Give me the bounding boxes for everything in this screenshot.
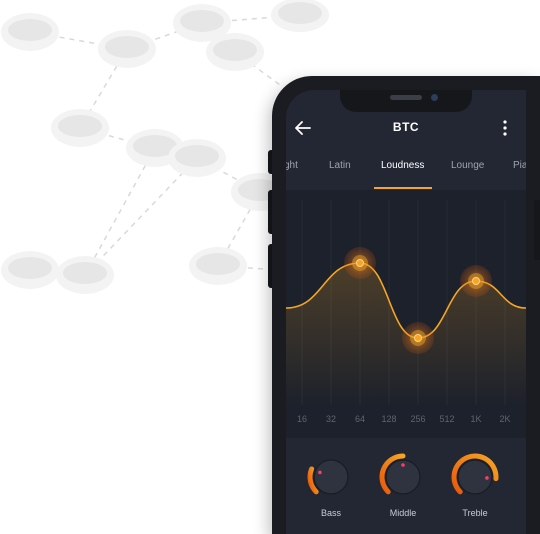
frequency-label: 2K (499, 414, 511, 424)
knob-value-arc (451, 453, 499, 495)
app-header: BTC (286, 112, 526, 144)
knob-indicator (318, 470, 322, 475)
tone-knobs-panel: Bass Middle Treble (286, 438, 526, 534)
frequency-label: 256 (410, 414, 426, 424)
preset-tabs: ght Latin Loudness Lounge Pia (286, 152, 526, 190)
frequency-label: 16 (296, 414, 308, 424)
knob-value-arc (307, 466, 319, 495)
knob-value-arc (379, 453, 406, 495)
phone-notch (340, 90, 472, 112)
middle-knob-label: Middle (389, 508, 417, 518)
phone-side-button (534, 200, 540, 260)
eq-handle-1K[interactable] (460, 265, 492, 297)
tab-lounge[interactable]: Lounge (451, 160, 485, 171)
treble-knob-label: Treble (462, 508, 488, 518)
bass-knob[interactable] (306, 452, 356, 502)
phone-screen: BTC ght Latin Loudness Lounge Pia (286, 90, 526, 534)
eq-handle-64[interactable] (344, 247, 376, 279)
more-vertical-icon[interactable] (498, 118, 512, 138)
treble-knob[interactable] (450, 452, 500, 502)
frequency-label: 128 (381, 414, 397, 424)
knob-indicator (401, 463, 405, 467)
tab-loudness[interactable]: Loudness (381, 160, 425, 171)
phone-volume-down-button (268, 244, 274, 288)
phone-volume-up-button (268, 190, 274, 234)
tab-latin[interactable]: Latin (329, 160, 351, 171)
frequency-label: 1K (470, 414, 482, 424)
knob-indicator (485, 476, 489, 480)
frequency-label: 512 (439, 414, 455, 424)
front-camera (431, 94, 438, 101)
page-title: BTC (392, 120, 420, 134)
tab-ght[interactable]: ght (286, 160, 298, 171)
knob-body (457, 459, 493, 495)
equalizer-graph (286, 200, 526, 405)
frequency-label: 32 (325, 414, 337, 424)
knob-body (313, 459, 349, 495)
middle-knob[interactable] (378, 452, 428, 502)
tab-pia[interactable]: Pia (513, 160, 526, 171)
knob-body (385, 459, 421, 495)
bass-knob-label: Bass (320, 508, 341, 518)
active-tab-indicator (374, 187, 432, 189)
speaker-grille (390, 95, 422, 100)
phone-mute-switch (268, 150, 274, 174)
equalizer-panel: 16 32 64 128 256 512 1K 2K (286, 190, 526, 438)
eq-handle-256[interactable] (402, 322, 434, 354)
arrow-left-icon[interactable] (292, 118, 314, 138)
frequency-label: 64 (354, 414, 366, 424)
